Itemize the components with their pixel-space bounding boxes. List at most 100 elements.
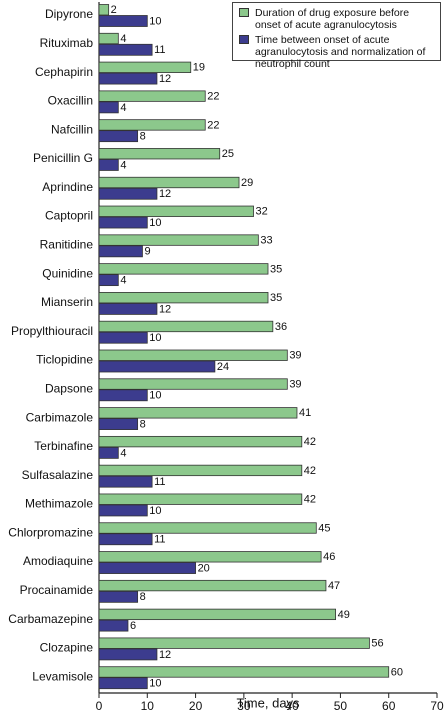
bar (98, 72, 158, 85)
y-tick-label: Rituximab (40, 36, 94, 50)
value-label: 9 (144, 246, 150, 258)
value-label: 8 (140, 418, 146, 430)
bar (98, 32, 119, 45)
value-label: 46 (323, 551, 335, 563)
bar (98, 176, 240, 189)
value-label: 42 (304, 436, 316, 448)
bar (98, 148, 221, 160)
bar (98, 504, 148, 517)
bar (98, 608, 337, 621)
y-tick-label: Chlorpromazine (8, 525, 93, 539)
bar (98, 349, 288, 361)
y-tick-label: Amodiaquine (23, 554, 93, 568)
y-tick-label: Mianserin (41, 295, 93, 309)
x-tick-label: 10 (141, 699, 155, 713)
y-tick-label: Carbimazole (26, 410, 94, 424)
bar (98, 43, 153, 56)
bar (98, 216, 148, 229)
bar (98, 320, 274, 333)
value-label: 41 (299, 407, 311, 419)
bar (98, 360, 216, 373)
legend-label: Duration of drug exposure before onset o… (255, 7, 410, 31)
x-tick-label: 0 (96, 699, 103, 713)
bar (98, 378, 288, 390)
bar (98, 15, 148, 27)
y-tick-label: Dapsone (45, 381, 93, 395)
value-label: 10 (149, 217, 161, 229)
value-label: 11 (154, 534, 165, 546)
bar (98, 677, 148, 690)
value-label: 22 (207, 91, 219, 103)
bar (98, 648, 158, 661)
bar (98, 159, 119, 171)
legend-swatch (239, 8, 249, 17)
y-tick-label: Propylthiouracil (11, 324, 93, 338)
value-label: 4 (120, 33, 126, 45)
y-tick-label: Methimazole (25, 497, 93, 511)
bar (98, 475, 153, 488)
bar (98, 205, 254, 217)
value-label: 12 (159, 73, 171, 85)
bar (98, 234, 259, 246)
x-tick-label: 40 (285, 699, 299, 713)
bar (98, 119, 206, 131)
y-tick-label: Cephapirin (35, 65, 93, 79)
bar (98, 551, 322, 563)
value-label: 8 (140, 591, 146, 603)
bar (98, 493, 303, 505)
x-axis-title: Time, days (236, 695, 300, 710)
x-tick-label: 50 (334, 699, 348, 713)
x-tick-label: 70 (430, 699, 444, 713)
bar (98, 389, 148, 402)
value-label: 24 (217, 361, 229, 373)
y-tick-label: Oxacillin (48, 94, 93, 108)
y-tick-label: Levamisole (32, 669, 93, 683)
value-label: 2 (111, 4, 117, 16)
legend: Duration of drug exposure before onset o… (232, 2, 441, 70)
y-tick-label: Sulfasalazine (22, 468, 94, 482)
value-label: 12 (159, 188, 171, 200)
value-label: 25 (222, 148, 234, 160)
bar (98, 464, 303, 477)
value-label: 39 (289, 378, 301, 390)
value-label: 42 (304, 465, 316, 477)
bar (98, 245, 143, 258)
bar (98, 331, 148, 344)
value-label: 20 (198, 562, 210, 574)
value-label: 47 (328, 580, 340, 592)
y-tick-label: Quinidine (42, 266, 93, 280)
bar (98, 522, 317, 534)
bar (98, 446, 119, 459)
value-label: 56 (371, 638, 383, 650)
value-label: 29 (241, 177, 253, 189)
y-tick-label: Nafcillin (51, 122, 93, 136)
value-label: 4 (120, 159, 126, 171)
y-tick-label: Carbamazepine (8, 612, 93, 626)
value-label: 4 (120, 447, 126, 459)
bar (98, 533, 153, 546)
value-label: 8 (140, 131, 146, 143)
value-label: 32 (256, 206, 268, 218)
value-label: 12 (159, 649, 171, 661)
value-label: 45 (318, 522, 330, 534)
y-tick-label: Terbinafine (34, 439, 93, 453)
value-label: 49 (338, 609, 350, 621)
value-label: 33 (260, 234, 272, 246)
value-label: 60 (391, 666, 403, 678)
value-label: 4 (120, 102, 126, 114)
x-tick-label: 60 (382, 699, 396, 713)
value-label: 36 (275, 321, 287, 333)
bar (98, 90, 206, 102)
y-tick-label: Ranitidine (40, 238, 94, 252)
value-label: 10 (149, 505, 161, 517)
y-tick-label: Dipyrone (45, 7, 93, 21)
value-label: 6 (130, 620, 136, 632)
bar (98, 418, 139, 430)
value-label: 35 (270, 292, 282, 304)
y-tick-label: Ticlopidine (36, 353, 93, 367)
y-tick-label: Penicillin G (33, 151, 93, 165)
bar (98, 292, 269, 304)
value-label: 10 (149, 332, 161, 344)
x-tick-label: 30 (237, 699, 251, 713)
